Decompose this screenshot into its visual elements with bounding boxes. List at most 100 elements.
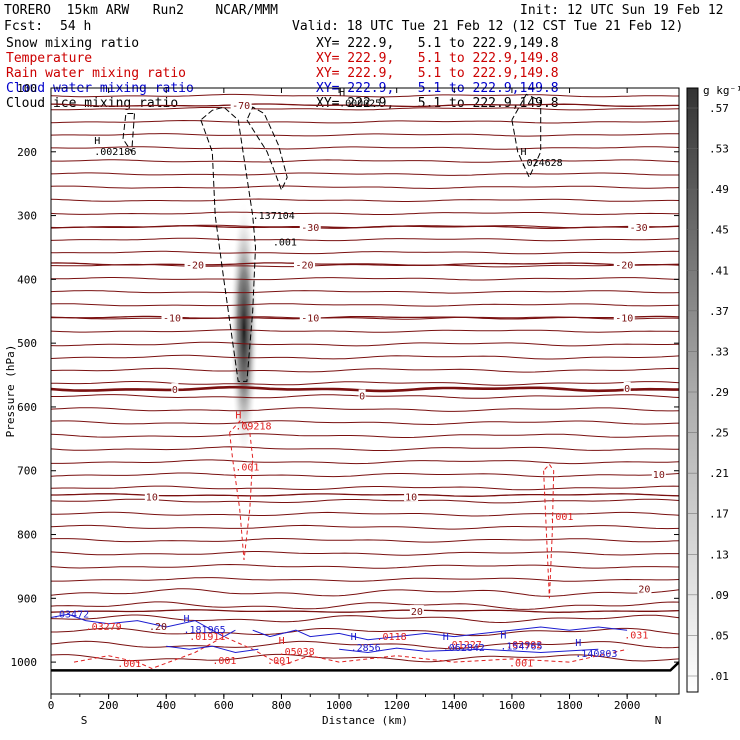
temperature-isotherm — [51, 290, 679, 294]
extremum-label: H — [443, 632, 449, 643]
contour-label-bg — [637, 582, 652, 594]
temperature-isotherm — [51, 93, 679, 98]
ground-surface — [51, 661, 679, 672]
valid-time: Valid: 18 UTC Tue 21 Feb 12 (12 CST Tue … — [292, 19, 684, 34]
contour-label-bg — [404, 490, 419, 502]
north-label: N — [655, 714, 662, 727]
contour-label-bg — [294, 258, 316, 270]
contour-label-bg — [299, 311, 321, 323]
colorbar-tick-label: .53 — [709, 143, 729, 156]
extremum-value: .154765 — [500, 642, 542, 653]
contour-label: -30 — [301, 223, 319, 234]
temperature-isotherm — [51, 538, 679, 543]
legend-rain-range: XY= 222.9, 5.1 to 222.9,149.8 — [316, 66, 559, 81]
cloud-water-contour — [339, 647, 599, 654]
extremum-label: H — [575, 638, 581, 649]
contour-labels: -70 -30 -30 -20 -20 -20 -10 -10 -10 0 0 0 10 10 10 20 20… — [53, 88, 666, 670]
extremum-label: H — [184, 614, 190, 625]
temperature-isotherm — [51, 588, 679, 597]
legend-cloud-ice-range: XY= 222.9, 5.1 to 222.9,149.8 — [316, 96, 559, 111]
temperature-isotherm — [51, 146, 679, 150]
x-tick-label: 800 — [272, 699, 292, 712]
x-tick-label: 200 — [99, 699, 119, 712]
axes: 0 200 400 600 800 1000 1200 1400 1600 1800 2000100… — [4, 82, 679, 727]
x-tick-label: 400 — [156, 699, 176, 712]
x-tick-label: 1800 — [556, 699, 583, 712]
colorbar-tick-label: .05 — [709, 629, 729, 642]
colorbar-tick-label: .45 — [709, 224, 729, 237]
extremum-label: .031 — [624, 631, 648, 642]
temperature-isotherm — [51, 551, 679, 556]
contour-label: 10 — [405, 492, 417, 503]
colorbar-bar — [686, 87, 699, 693]
contour-label: -30 — [630, 223, 648, 234]
temperature-isotherm — [51, 107, 679, 111]
contour-label: -20 — [295, 261, 313, 272]
y-tick-label: 700 — [17, 465, 37, 478]
temperature-isotherm — [51, 459, 679, 465]
rain-contour — [543, 463, 555, 599]
temperature-isotherm — [51, 159, 679, 163]
extremum-label: .01911 — [189, 632, 225, 643]
ice-contours — [122, 93, 542, 382]
extremum-value: .024628 — [521, 158, 563, 169]
y-tick-label: 800 — [17, 529, 37, 542]
contour-label: 0 — [624, 384, 630, 395]
contour-label: 0 — [172, 385, 178, 396]
contour-label: -10 — [615, 314, 633, 325]
temperature-contour — [51, 609, 679, 613]
contour-label-bg — [613, 258, 635, 270]
temperature-isotherm — [51, 511, 679, 517]
colorbar-tick-label: .25 — [709, 427, 729, 440]
temperature-isotherm — [51, 329, 679, 333]
extremum-value: .09218 — [235, 421, 271, 432]
contour-label-bg — [161, 311, 183, 323]
ice-contour — [200, 106, 257, 382]
temperature-isotherm — [51, 277, 679, 281]
colorbar-tick-label: .49 — [709, 183, 729, 196]
contour-label-bg — [230, 99, 252, 111]
contour-label: -10 — [163, 314, 181, 325]
x-tick-label: 1400 — [441, 699, 468, 712]
y-tick-label: 500 — [17, 337, 37, 350]
temperature-isotherm — [51, 420, 679, 426]
contour-label: 10 — [146, 492, 158, 503]
temperature-isotherm — [51, 172, 679, 176]
extremum-value: .140803 — [575, 649, 617, 660]
temperature-isotherm — [51, 640, 679, 650]
contour-label-bg — [651, 467, 666, 479]
temperature-isotherm — [51, 653, 679, 663]
extremum-value: .2856 — [351, 643, 381, 654]
extremum-value: .062842 — [443, 643, 485, 654]
cloud-water-contours — [51, 613, 628, 654]
legend-snow: Snow mixing ratio — [6, 36, 140, 51]
temperature-isotherm — [51, 250, 679, 255]
contour-label: 20 — [411, 607, 423, 618]
temperature-isotherm — [51, 601, 679, 610]
extremum-label: .01227 — [446, 640, 482, 651]
cloud-water-contour — [252, 626, 628, 641]
extremum-label: .001 — [273, 238, 297, 249]
extremum-label: .02992 — [506, 640, 542, 651]
temperature-isotherm — [51, 354, 679, 360]
temperature-isotherm — [51, 407, 679, 412]
colorbar-tick-label: .29 — [709, 386, 729, 399]
temperature-isotherm — [51, 367, 679, 373]
x-tick-label: 1600 — [499, 699, 526, 712]
contour-label: 10 — [653, 470, 665, 481]
extremum-label: .001 — [212, 656, 236, 667]
temperature-isotherm — [51, 472, 679, 478]
extremum-label: .03279 — [86, 622, 122, 633]
x-axis-label: Distance (km) — [322, 714, 408, 727]
extremum-label: .20 — [149, 622, 167, 633]
x-tick-label: 1200 — [383, 699, 410, 712]
extremum-label: H — [94, 136, 100, 147]
extremum-value: .002186 — [94, 147, 136, 158]
contour-label-bg — [613, 311, 635, 323]
contour-label-bg — [184, 258, 206, 270]
south-label: S — [81, 714, 88, 727]
colorbar-tick-label: .09 — [709, 589, 729, 602]
contour-label-bg — [144, 490, 159, 502]
temperature-isotherm — [51, 563, 679, 569]
